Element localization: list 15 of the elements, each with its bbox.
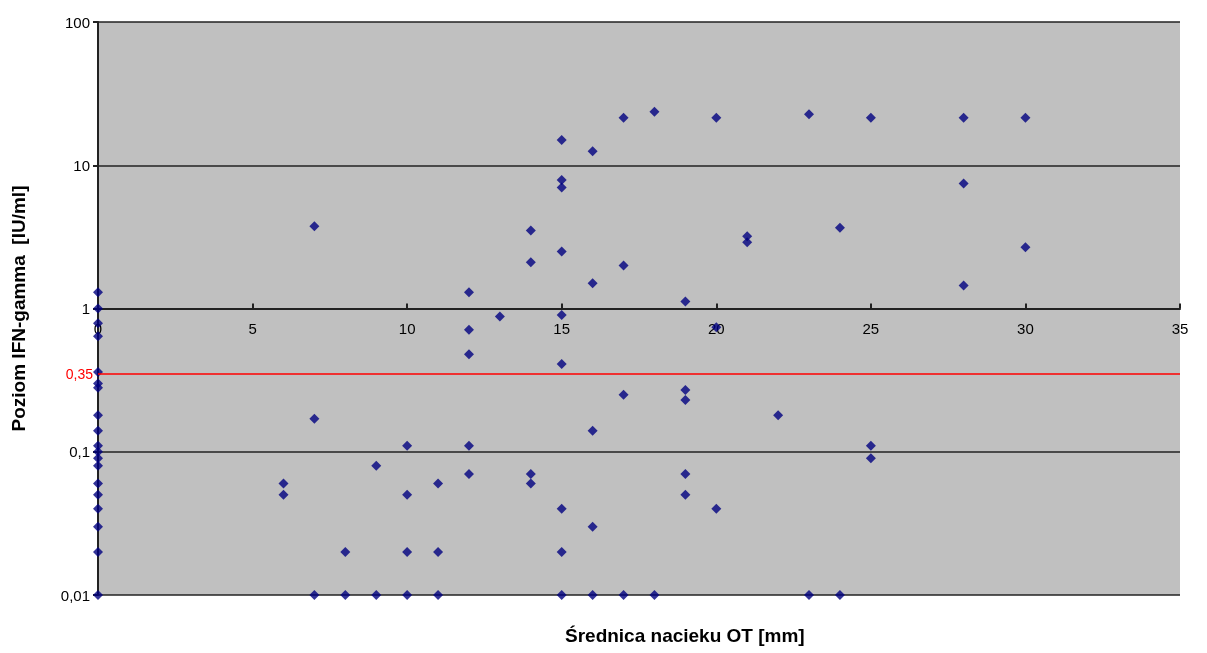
ref-line-label: 0,35 (65, 365, 94, 382)
x-tick-label: 10 (398, 319, 416, 337)
y-tick-label: 0,01 (60, 586, 90, 604)
x-tick-label: 25 (862, 319, 880, 337)
x-tick-label: 5 (248, 319, 257, 337)
x-tick-label: 35 (1171, 319, 1189, 337)
x-tick-label: 15 (553, 319, 571, 337)
y-tick-label: 1 (81, 300, 90, 317)
y-axis-title: Poziom IFN-gamma [IU/ml] (8, 185, 29, 432)
x-tick-label: 20 (707, 319, 725, 337)
y-tick-label: 0,1 (69, 443, 90, 461)
y-tick-label: 100 (64, 13, 90, 31)
y-tick-label: 10 (73, 156, 90, 174)
x-tick-label: 30 (1017, 319, 1034, 337)
x-axis-title: Średnica nacieku OT [mm] (565, 625, 805, 646)
